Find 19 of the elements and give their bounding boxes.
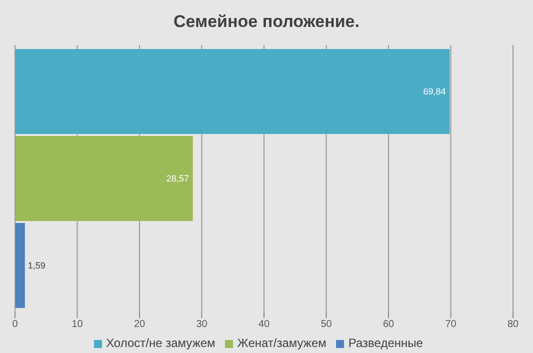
x-tick-label: 50 <box>320 319 332 330</box>
data-label: 69,84 <box>423 86 446 96</box>
x-tick-label: 20 <box>134 319 146 330</box>
bar <box>15 136 193 221</box>
x-tick-label: 10 <box>72 319 84 330</box>
x-tick-label: 30 <box>196 319 208 330</box>
data-label: 1,59 <box>28 260 46 270</box>
x-tick-label: 80 <box>507 319 519 330</box>
legend-label: Разведенные <box>348 336 423 350</box>
x-tick-label: 60 <box>382 319 394 330</box>
x-tick-label: 0 <box>12 319 18 330</box>
data-label: 28,57 <box>166 174 189 184</box>
legend-label: Женат/замужем <box>237 336 326 350</box>
chart-title: Семейное положение. <box>172 12 360 32</box>
x-tick-label: 70 <box>445 319 457 330</box>
legend-label: Холост/не замужем <box>106 336 216 350</box>
bar <box>15 223 25 308</box>
x-tick-label: 40 <box>258 319 270 330</box>
bar <box>15 49 450 134</box>
